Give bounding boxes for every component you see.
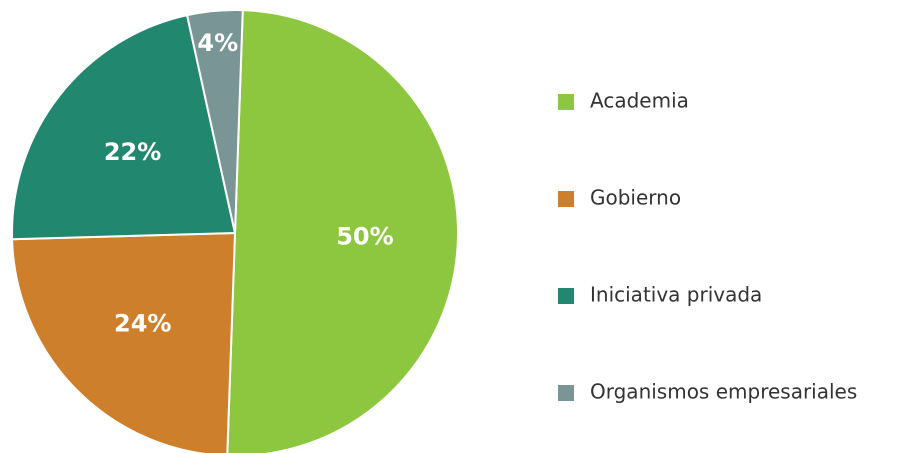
data-label: 22% — [104, 138, 161, 166]
pie-slice — [185, 9, 244, 234]
legend-label: Organismos empresariales — [590, 380, 857, 404]
data-label: 50% — [336, 223, 393, 251]
data-label: 4% — [197, 29, 238, 57]
data-label: 24% — [114, 310, 171, 338]
legend-label: Gobierno — [590, 186, 681, 210]
legend-swatch — [558, 94, 574, 110]
pie-slice — [11, 14, 237, 241]
pie-slice — [11, 231, 237, 453]
legend-swatch — [558, 191, 574, 207]
legend-swatch — [558, 385, 574, 401]
legend-swatch — [558, 288, 574, 304]
legend-label: Iniciativa privada — [590, 283, 762, 307]
pie-slice — [226, 9, 459, 453]
legend-label: Academia — [590, 89, 689, 113]
